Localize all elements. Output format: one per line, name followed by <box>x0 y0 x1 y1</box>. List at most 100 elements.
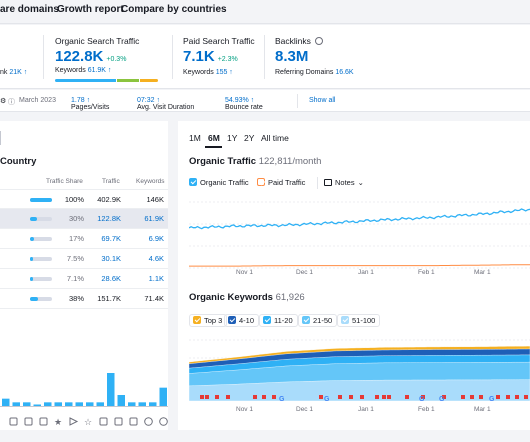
serp-bar[interactable] <box>107 373 115 406</box>
keywords-value[interactable]: 4.6K <box>148 254 164 263</box>
flag-icon[interactable] <box>421 395 425 399</box>
flag-icon[interactable] <box>461 395 465 399</box>
serp-bar[interactable] <box>149 402 157 406</box>
referring-domains-value[interactable]: 16.6K <box>335 69 354 76</box>
traffic-value[interactable]: 30.1K <box>101 254 121 263</box>
serp-bar[interactable] <box>159 387 168 406</box>
google-update-icon[interactable]: G <box>279 396 285 403</box>
flag-icon[interactable] <box>360 395 364 399</box>
checkbox-icon[interactable] <box>302 316 310 324</box>
paid-traffic-value[interactable]: 7.1K +2.3% <box>183 48 238 65</box>
checkbox-icon[interactable] <box>193 316 201 324</box>
table-row[interactable]: 17% 69.7K 6.9K <box>0 229 168 249</box>
legend-paid-traffic[interactable]: Paid Traffic <box>257 178 305 187</box>
checkbox-icon[interactable] <box>189 178 197 186</box>
google-update-icon[interactable]: G <box>324 396 330 403</box>
traffic-value[interactable]: 69.7K <box>101 234 121 243</box>
col-traffic[interactable]: Traffic <box>102 178 120 185</box>
google-update-icon[interactable]: G <box>419 396 425 403</box>
metric-stub-value[interactable]: 21K ↑ <box>9 69 28 76</box>
google-update-icon[interactable]: G <box>489 396 495 403</box>
serp-bar[interactable] <box>2 398 10 406</box>
period-1y[interactable]: 1Y <box>227 133 238 143</box>
serp-bar[interactable] <box>138 402 147 406</box>
organic-keywords-value[interactable]: 61.9K ↑ <box>87 67 112 74</box>
period-2y[interactable]: 2Y <box>244 133 255 143</box>
col-traffic-share[interactable]: Traffic Share <box>46 178 83 185</box>
tab-compare-domains[interactable]: are domains <box>0 4 59 15</box>
col-keywords[interactable]: Keywords <box>136 178 165 185</box>
info-icon[interactable] <box>315 37 324 45</box>
period-1m[interactable]: 1M <box>189 133 201 143</box>
keywords-value: 146K <box>146 195 164 204</box>
flag-icon[interactable] <box>442 395 446 399</box>
flag-icon[interactable] <box>200 395 204 399</box>
flag-icon[interactable] <box>226 395 230 399</box>
serp-bar[interactable] <box>75 402 84 406</box>
serp-bar[interactable] <box>44 402 52 406</box>
flag-icon[interactable] <box>387 395 391 399</box>
google-update-icon[interactable]: G <box>439 396 445 403</box>
flag-icon[interactable] <box>515 395 519 399</box>
traffic-value[interactable]: 122.8K <box>97 214 121 223</box>
traffic-value[interactable]: 28.6K <box>101 274 121 283</box>
serp-bar[interactable] <box>12 402 21 406</box>
checkbox-icon[interactable] <box>228 316 236 324</box>
flag-icon[interactable] <box>272 395 276 399</box>
flag-icon[interactable] <box>262 395 266 399</box>
paid-traffic-line[interactable] <box>189 264 530 267</box>
flag-icon[interactable] <box>524 395 528 399</box>
serp-bar[interactable] <box>54 402 63 406</box>
divider <box>264 35 265 79</box>
flag-icon[interactable] <box>405 395 409 399</box>
flag-icon[interactable] <box>205 395 209 399</box>
backlinks-value[interactable]: 8.3M <box>275 48 309 65</box>
keywords-value[interactable]: 6.9K <box>148 234 164 243</box>
flag-icon[interactable] <box>506 395 510 399</box>
table-row[interactable]: 100% 402.9K 146K <box>0 189 168 209</box>
flag-icon[interactable] <box>375 395 379 399</box>
table-row[interactable]: 7.5% 30.1K 4.6K <box>0 249 168 269</box>
organic-traffic-line[interactable] <box>189 208 530 230</box>
period-all-time[interactable]: All time <box>261 133 289 143</box>
table-row[interactable]: 38% 151.7K 71.4K <box>0 289 168 309</box>
show-all-link[interactable]: Show all <box>309 97 336 104</box>
checkbox-icon[interactable] <box>257 178 265 186</box>
serp-bar[interactable] <box>33 404 42 407</box>
organic-traffic-value[interactable]: 122.8K +0.3% <box>55 48 127 65</box>
flag-icon[interactable] <box>479 395 483 399</box>
legend-organic-traffic[interactable]: Organic Traffic <box>189 178 249 187</box>
flag-icon[interactable] <box>496 395 500 399</box>
checkbox-icon[interactable] <box>263 316 271 324</box>
flag-icon[interactable] <box>382 395 386 399</box>
table-row[interactable]: 7.1% 28.6K 1.1K <box>0 269 168 289</box>
serp-bar[interactable] <box>117 395 126 406</box>
serp-bar[interactable] <box>96 402 105 406</box>
serp-bar[interactable] <box>86 402 94 406</box>
flag-icon[interactable] <box>215 395 219 399</box>
flag-icon[interactable] <box>319 395 323 399</box>
serp-bar[interactable] <box>65 402 73 406</box>
legend-11-20[interactable]: 11-20 <box>259 314 298 327</box>
legend-51-100[interactable]: 51-100 <box>337 314 381 327</box>
table-row[interactable]: 30% 122.8K 61.9K <box>0 209 168 229</box>
notes-dropdown[interactable]: Notes ⌄ <box>324 178 364 187</box>
flag-icon[interactable] <box>349 395 353 399</box>
tab-compare-countries[interactable]: Compare by countries <box>121 4 227 15</box>
keywords-value[interactable]: 1.1K <box>148 274 164 283</box>
help-icon[interactable]: ⓘ <box>8 99 15 106</box>
period-6m[interactable]: 6M <box>208 133 220 143</box>
serp-bar[interactable] <box>23 402 31 406</box>
flag-icon[interactable] <box>253 395 257 399</box>
legend-top-3[interactable]: Top 3 <box>189 314 228 327</box>
paid-keywords-value[interactable]: 155 ↑ <box>215 69 233 76</box>
legend-21-50[interactable]: 21-50 <box>298 314 338 327</box>
legend-4-10[interactable]: 4-10 <box>224 314 260 327</box>
flag-icon[interactable] <box>338 395 342 399</box>
flag-icon[interactable] <box>470 395 474 399</box>
tab-growth-report[interactable]: Growth report <box>57 4 124 15</box>
engagement-bar: ⚙ ⓘ March 2023 Pages/Visits 1.78 ↑ Avg. … <box>0 90 530 112</box>
serp-bar[interactable] <box>128 402 136 406</box>
keywords-value[interactable]: 61.9K <box>144 214 164 223</box>
checkbox-icon[interactable] <box>341 316 349 324</box>
